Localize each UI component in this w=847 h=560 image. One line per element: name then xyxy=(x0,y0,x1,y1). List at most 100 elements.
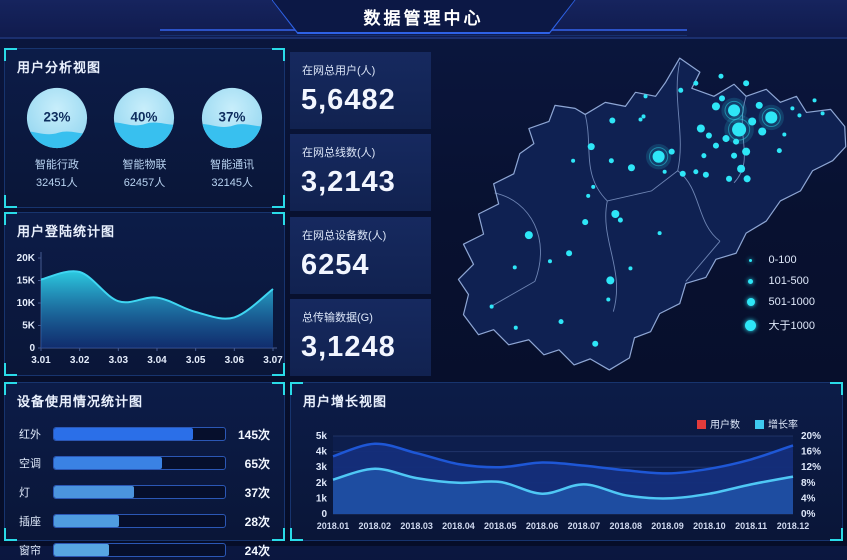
legend-size-label: 501-1000 xyxy=(768,296,816,308)
bar-value-label: 145次 xyxy=(237,427,270,442)
kpi-value: 5,6482 xyxy=(301,84,396,116)
corner-bracket xyxy=(830,528,843,541)
right-axis-label: 8% xyxy=(801,478,816,489)
panel-title-device: 设备使用情况统计图 xyxy=(17,394,144,409)
map-bubble xyxy=(566,250,573,257)
map-bubble xyxy=(547,259,552,264)
liquid-gauge-circle: 37% xyxy=(202,87,263,149)
gauge-category-label: 智能行政 xyxy=(34,159,79,171)
bubble-ring xyxy=(649,147,669,167)
map-legend-item[interactable]: 101-500 xyxy=(743,275,816,287)
map-bubble xyxy=(657,231,662,236)
map-legend-item[interactable]: 501-1000 xyxy=(743,296,816,308)
corner-bracket xyxy=(830,382,843,395)
city-border-line xyxy=(733,96,747,184)
y-tick-label: 10K xyxy=(17,298,36,309)
legend-size-dot-icon xyxy=(748,278,753,284)
map-bubble xyxy=(693,80,699,86)
bar-fill xyxy=(54,486,135,498)
map-bubble xyxy=(611,209,620,219)
kpi-label: 总传输数据(G) xyxy=(302,312,373,324)
page-title: 数据管理中心 xyxy=(363,8,484,28)
device-bar-chart: 红外 145次 空调 65次灯 37次 插座 28次 窗帘 24次 xyxy=(5,414,284,560)
gauge-count-label: 62457人 xyxy=(123,177,166,189)
bar-track xyxy=(53,427,226,441)
map-bubble xyxy=(512,265,517,270)
corner-bracket xyxy=(290,528,303,541)
users-line xyxy=(332,442,794,475)
map-bubble xyxy=(641,114,646,119)
chart-legend-item[interactable]: 增长率 xyxy=(755,418,798,431)
x-tick-label: 3.05 xyxy=(186,355,206,366)
bar-category-label: 灯 xyxy=(19,487,30,499)
left-axis-label: 2k xyxy=(316,478,328,489)
panel-title-growth: 用户增长视图 xyxy=(303,394,388,409)
legend-size-label: 大于1000 xyxy=(768,320,815,332)
x-tick-label: 2018.04 xyxy=(442,521,475,531)
map-bubble xyxy=(737,164,746,173)
bar-category-label: 窗帘 xyxy=(19,545,41,557)
map-bubble xyxy=(718,73,724,79)
map-bubble xyxy=(743,175,751,183)
map-bubble xyxy=(662,169,667,174)
kpi-label: 在网总用户(人) xyxy=(302,65,376,77)
map-bubble xyxy=(696,124,705,133)
gauge-count-label: 32451人 xyxy=(36,177,78,189)
liquid-gauge-2: 40% 智能物联 62457人 xyxy=(101,86,187,190)
chart-legend-item[interactable]: 用户数 xyxy=(697,418,740,431)
x-tick-label: 2018.06 xyxy=(526,521,559,531)
x-tick-label: 3.07 xyxy=(263,355,283,366)
legend-dot-cell xyxy=(743,278,759,284)
map-bubble xyxy=(586,193,591,198)
kpi-tile-3: 在网总设备数(人) 6254 xyxy=(290,217,431,294)
gauge-percent-label: 37% xyxy=(219,110,246,125)
x-tick-label: 2018.03 xyxy=(400,521,433,531)
map-bubble xyxy=(743,80,750,87)
map-bubble xyxy=(726,175,733,182)
map-bubble xyxy=(797,113,802,118)
map-bubble xyxy=(742,147,751,156)
y-tick-label: 5K xyxy=(22,321,36,332)
map-bubble xyxy=(820,111,825,116)
corner-bracket xyxy=(4,48,17,61)
left-axis-label: 1k xyxy=(316,493,328,504)
right-axis-label: 16% xyxy=(801,447,821,458)
right-axis-label: 4% xyxy=(801,493,816,504)
map-bubble xyxy=(748,117,757,126)
gauge-count-label: 32145人 xyxy=(211,177,253,189)
map-bubble xyxy=(733,138,740,145)
province-outline xyxy=(457,57,847,371)
map-bubble xyxy=(617,217,623,223)
bubble-ring xyxy=(761,107,781,128)
map-legend-item[interactable]: 大于1000 xyxy=(743,317,816,333)
x-tick-label: 2018.02 xyxy=(359,521,392,531)
map-bubble xyxy=(731,152,738,159)
map-bubble xyxy=(609,117,616,124)
map-bubble xyxy=(732,122,747,137)
bar-category-label: 空调 xyxy=(19,458,41,470)
map-bubble xyxy=(591,184,596,189)
legend-swatch-icon xyxy=(755,420,764,429)
kpi-value: 3,1248 xyxy=(301,331,396,363)
map-legend-item[interactable]: 0-100 xyxy=(743,254,816,266)
legend-name: 用户数 xyxy=(710,418,740,431)
city-border-line xyxy=(494,192,541,282)
map-bubble xyxy=(812,98,817,103)
left-axis-label: 0 xyxy=(321,509,327,520)
device-bar-row: 灯 37次 xyxy=(19,482,270,502)
map-bubble xyxy=(679,170,686,177)
map-bubble xyxy=(627,164,635,172)
panel-user-analysis: 用户分析视图 23% 智能行政 32451人 40% 智能物联 62457人 37% 智能通讯… xyxy=(4,48,285,208)
x-tick-label: 2018.01 xyxy=(317,521,350,531)
bar-track xyxy=(53,514,226,528)
map-bubble xyxy=(606,297,611,302)
panel-title-login: 用户登陆统计图 xyxy=(17,224,116,239)
map-bubble xyxy=(571,158,576,163)
login-area-fill xyxy=(41,271,273,348)
device-bar-row: 红外 145次 xyxy=(19,424,270,444)
map-bubble xyxy=(678,87,684,93)
map-bubble xyxy=(628,266,633,271)
gauge-water-wave xyxy=(202,124,263,149)
map-bubble xyxy=(705,132,712,139)
liquid-gauge-circle: 40% xyxy=(114,87,175,149)
